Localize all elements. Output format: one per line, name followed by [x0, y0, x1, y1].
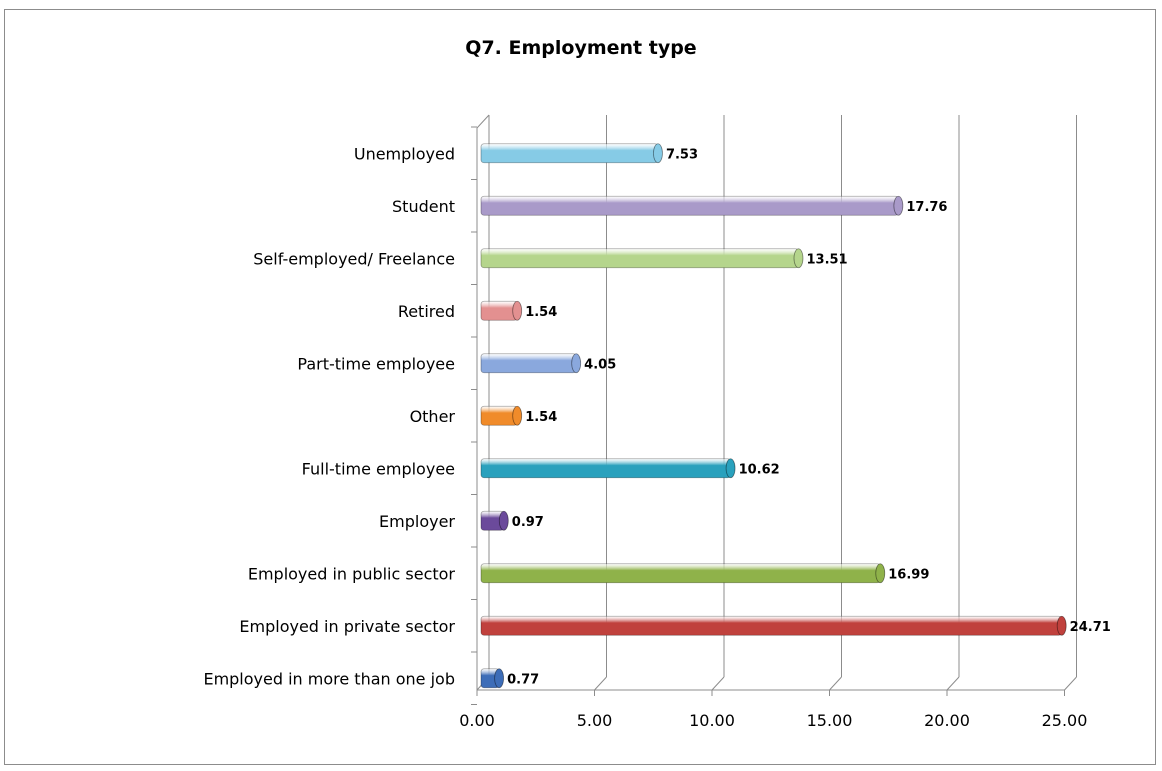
bar-cap-student [893, 195, 904, 216]
data-label: 7.53 [666, 147, 698, 162]
bar-employed-in-private-sector [480, 615, 1063, 636]
x-tick-label: 15.00 [807, 711, 853, 730]
data-label: 1.54 [525, 305, 557, 320]
x-tick-label: 20.00 [924, 711, 970, 730]
axes [471, 114, 1065, 705]
category-label: Employed in private sector [239, 617, 455, 636]
bars [480, 143, 1067, 689]
bar-cap-employed-in-private-sector [1056, 615, 1067, 636]
category-label: Full-time employee [302, 459, 455, 478]
category-label: Self-employed/ Freelance [253, 249, 455, 268]
chart-frame [4, 9, 1156, 765]
bar-cap-employed-in-more-than-one-job [494, 668, 504, 689]
data-label: 4.05 [584, 357, 616, 372]
data-label: 13.51 [806, 252, 847, 267]
labels: 0.00 5.00 10.00 15.00 20.00 25.00 0.77 Employed… [203, 144, 1110, 730]
bar-cap-unemployed [653, 143, 663, 164]
data-label: 10.62 [739, 462, 780, 477]
bar-cap-full-time-employee [725, 458, 736, 479]
category-label: Employed in public sector [248, 564, 456, 583]
bar-cap-part-time-employee [571, 353, 582, 374]
bar-cap-self-employed-freelance [793, 248, 804, 269]
x-tick-label: 10.00 [689, 711, 735, 730]
bar-cap-other [512, 405, 523, 426]
data-label: 24.71 [1070, 620, 1111, 635]
category-label: Employer [379, 512, 455, 531]
bar-unemployed [480, 143, 659, 164]
data-label: 1.54 [525, 410, 557, 425]
bar-self-employed-freelance [480, 248, 799, 269]
data-label: 17.76 [906, 200, 947, 215]
data-label: 0.97 [512, 515, 544, 530]
floor-gridline [946, 676, 960, 691]
floor-gridline [594, 676, 607, 691]
bar-part-time-employee [480, 353, 577, 374]
bar-full-time-employee [480, 458, 731, 479]
x-tick-label: 25.00 [1042, 711, 1088, 730]
category-label: Part-time employee [297, 354, 455, 373]
category-label: Student [392, 197, 455, 216]
bar-cap-employed-in-public-sector [875, 563, 886, 584]
bar-student [480, 195, 899, 216]
floor-gridline [829, 676, 842, 691]
category-label: Employed in more than one job [203, 669, 455, 688]
floor-gridline [711, 676, 725, 691]
x-tick-label: 0.00 [459, 711, 495, 730]
bar-retired [480, 300, 518, 321]
category-label: Retired [398, 302, 455, 321]
bar-cap-employer [498, 510, 509, 531]
category-label: Unemployed [354, 144, 455, 163]
bar-employed-in-public-sector [480, 563, 881, 584]
data-label: 16.99 [888, 567, 929, 582]
x-tick-label: 5.00 [577, 711, 613, 730]
chart-title: Q7. Employment type [465, 37, 696, 59]
bar-cap-retired [512, 300, 523, 321]
wall-edge [476, 114, 490, 129]
data-label: 0.77 [507, 672, 539, 687]
category-label: Other [410, 407, 456, 426]
bar-other [480, 405, 518, 426]
floor-gridline [1064, 676, 1077, 691]
